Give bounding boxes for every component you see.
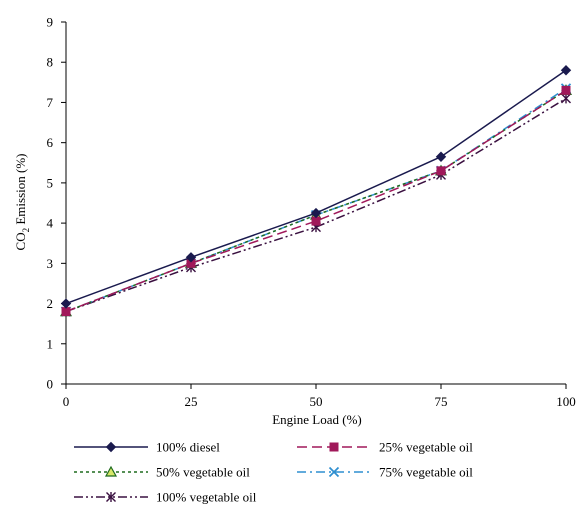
legend-marker bbox=[328, 466, 340, 478]
series-line bbox=[65, 69, 567, 305]
data-point bbox=[561, 93, 571, 104]
y-tick-label: 5 bbox=[47, 175, 54, 190]
legend-label: 100% vegetable oil bbox=[156, 490, 257, 505]
series-1 bbox=[60, 65, 572, 309]
y-tick-label: 4 bbox=[47, 216, 54, 231]
data-point bbox=[310, 207, 322, 219]
data-point bbox=[185, 252, 197, 263]
series-line bbox=[65, 89, 567, 313]
legend-item: 25% vegetable oil bbox=[297, 440, 473, 455]
series-2 bbox=[61, 85, 571, 317]
x-axis-title: Engine Load (%) bbox=[272, 412, 362, 427]
legend-label: 25% vegetable oil bbox=[379, 440, 473, 455]
x-tick-label: 75 bbox=[435, 394, 448, 409]
legend-label: 75% vegetable oil bbox=[379, 465, 473, 480]
y-tick-label: 9 bbox=[47, 15, 54, 30]
x-tick-label: 25 bbox=[185, 394, 198, 409]
data-point bbox=[560, 65, 572, 76]
legend: 100% diesel 25% vegetable oil 50% vegetabl… bbox=[74, 440, 473, 505]
legend-marker bbox=[104, 465, 118, 477]
data-point bbox=[60, 298, 72, 309]
data-point bbox=[435, 151, 447, 162]
y-tick-label: 6 bbox=[47, 135, 54, 150]
data-point bbox=[311, 216, 321, 226]
y-tick-label: 3 bbox=[47, 256, 54, 271]
y-tick-label: 1 bbox=[47, 336, 54, 351]
data-point bbox=[561, 85, 571, 95]
series-layer bbox=[59, 65, 573, 317]
x-tick-label: 0 bbox=[63, 394, 70, 409]
x-ticks: 0 25 50 75 100 bbox=[63, 384, 576, 409]
y-axis-title-subscript: 2 bbox=[21, 228, 31, 233]
y-tick-label: 8 bbox=[47, 55, 54, 70]
legend-item: 100% diesel bbox=[74, 440, 220, 455]
y-axis-title: CO2 Emission (%) bbox=[13, 154, 31, 251]
data-point bbox=[61, 307, 71, 317]
legend-item: 50% vegetable oil bbox=[74, 465, 250, 480]
legend-marker bbox=[329, 442, 339, 452]
axes bbox=[65, 22, 566, 385]
x-tick-label: 50 bbox=[310, 394, 323, 409]
legend-marker bbox=[105, 441, 117, 453]
legend-item: 100% vegetable oil bbox=[74, 490, 257, 505]
data-point bbox=[436, 166, 446, 176]
y-tick-label: 2 bbox=[47, 296, 54, 311]
series-4 bbox=[60, 83, 572, 317]
legend-label: 100% diesel bbox=[156, 440, 220, 455]
legend-item: 75% vegetable oil bbox=[297, 465, 473, 480]
x-tick-label: 100 bbox=[556, 394, 576, 409]
y-tick-label: 0 bbox=[47, 377, 54, 392]
y-tick-label: 7 bbox=[47, 95, 54, 110]
y-axis-title-tail: Emission (%) bbox=[13, 154, 28, 228]
legend-label: 50% vegetable oil bbox=[156, 465, 250, 480]
series-line bbox=[65, 97, 567, 313]
y-axis-title-main: CO bbox=[13, 232, 28, 250]
legend-marker bbox=[106, 492, 116, 502]
y-ticks: 0 1 2 3 4 5 6 7 8 9 bbox=[47, 15, 66, 392]
series-line bbox=[65, 89, 567, 313]
